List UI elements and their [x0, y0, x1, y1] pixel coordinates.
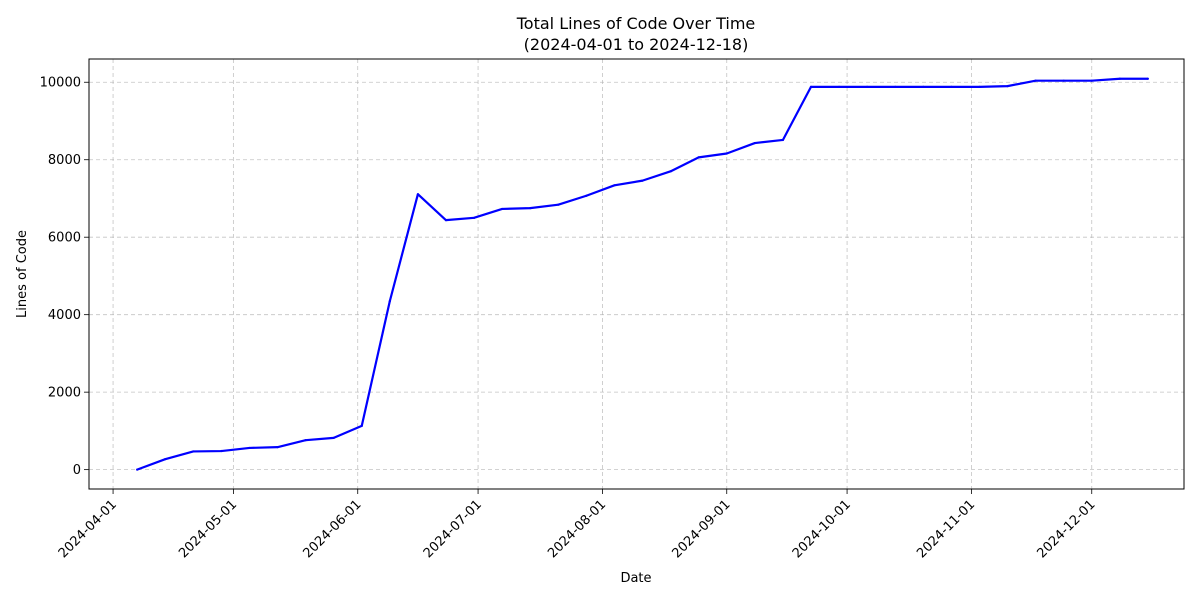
data-point	[192, 450, 195, 453]
data-point	[894, 85, 897, 88]
data-point	[950, 85, 953, 88]
x-tick-label: 2024-04-01	[56, 497, 120, 561]
data-point	[1090, 79, 1093, 82]
data-point	[697, 156, 700, 159]
data-point	[1146, 77, 1150, 80]
chart-subtitle: (2024-04-01 to 2024-12-18)	[524, 35, 749, 54]
data-point	[360, 424, 363, 427]
y-tick-label: 6000	[48, 231, 81, 246]
data-point	[669, 170, 672, 173]
x-tick-label: 2024-08-01	[545, 497, 609, 561]
data-point	[444, 219, 448, 222]
data-point	[529, 207, 532, 210]
data-point	[809, 85, 813, 88]
data-point	[557, 203, 560, 206]
x-axis: 2024-04-01 2024-05-01 2024-06-01 2024-07-01…	[56, 489, 1099, 561]
data-point	[276, 446, 279, 449]
data-point	[304, 439, 307, 442]
y-tick-label: 10000	[40, 76, 81, 91]
data-point	[220, 449, 223, 453]
data-point	[1062, 79, 1065, 82]
x-tick-label: 2024-07-01	[421, 497, 485, 561]
data-point	[866, 85, 869, 88]
x-tick-label: 2024-10-01	[790, 497, 854, 561]
x-axis-label: Date	[620, 571, 651, 586]
data-point	[725, 152, 728, 155]
y-tick-label: 4000	[48, 308, 81, 323]
y-tick-label: 2000	[48, 386, 81, 401]
series-line	[136, 77, 1148, 471]
series-layer	[136, 77, 1150, 471]
data-point	[922, 85, 925, 88]
data-point	[248, 446, 251, 450]
y-tick-label: 8000	[48, 153, 81, 168]
data-point	[753, 141, 756, 145]
data-point	[136, 468, 139, 471]
chart-title: Total Lines of Code Over Time	[516, 14, 756, 33]
data-point	[1118, 77, 1121, 80]
data-point	[1006, 85, 1009, 88]
data-point	[613, 184, 616, 187]
data-point	[641, 179, 644, 182]
x-tick-label: 2024-05-01	[176, 497, 240, 561]
data-point	[416, 193, 420, 196]
data-point	[1034, 79, 1037, 82]
x-tick-label: 2024-09-01	[670, 497, 734, 561]
y-tick-label: 0	[73, 463, 81, 478]
data-point	[978, 85, 981, 88]
y-axis-label: Lines of Code	[15, 230, 30, 318]
plot-frame	[88, 58, 1185, 490]
x-tick-label: 2024-12-01	[1035, 497, 1099, 561]
data-point	[837, 85, 841, 88]
x-tick-label: 2024-11-01	[914, 497, 978, 561]
grid	[89, 59, 1184, 489]
data-point	[501, 207, 504, 211]
data-point	[472, 216, 476, 219]
data-point	[781, 138, 785, 142]
data-point	[585, 194, 588, 197]
data-point	[332, 436, 335, 439]
y-axis: 0 2000 4000 6000 8000 10000	[40, 76, 89, 478]
x-tick-label: 2024-06-01	[301, 497, 365, 561]
data-point	[388, 300, 391, 303]
data-point	[164, 458, 167, 461]
